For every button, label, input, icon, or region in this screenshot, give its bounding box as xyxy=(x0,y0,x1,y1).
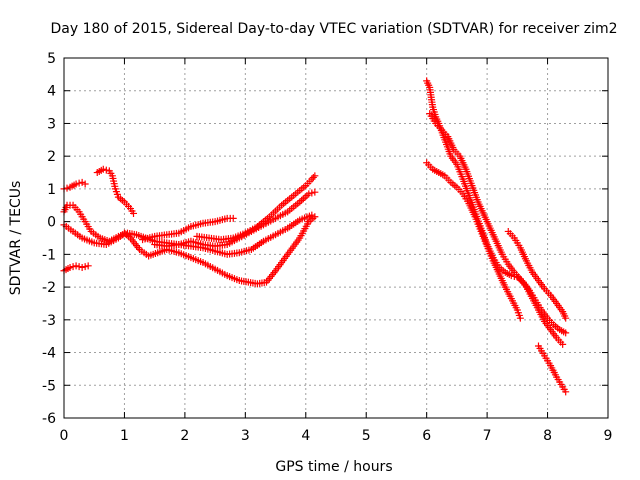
series-track-e xyxy=(139,214,237,244)
y-tick-label: 2 xyxy=(47,149,56,165)
series-track-f xyxy=(151,188,319,250)
x-axis-ticks: 0 1 2 3 4 5 6 7 8 9 xyxy=(60,58,613,444)
grid xyxy=(64,58,608,418)
data-point xyxy=(130,209,138,217)
y-tick-label: 5 xyxy=(47,51,56,67)
y-tick-label: 0 xyxy=(47,215,56,231)
y-tick-label: -3 xyxy=(42,313,56,329)
data-point xyxy=(75,263,83,271)
y-tick-label: -1 xyxy=(42,247,56,263)
data-point xyxy=(308,175,316,183)
series-track-m xyxy=(534,342,570,396)
data-point xyxy=(559,340,567,348)
data-point xyxy=(311,172,319,180)
series-track-h xyxy=(60,262,92,275)
data-point xyxy=(562,329,570,337)
data-point xyxy=(72,262,80,270)
x-tick-label: 4 xyxy=(301,428,310,444)
x-tick-label: 3 xyxy=(241,428,250,444)
data-point xyxy=(72,180,80,188)
y-axis-label: SDTVAR / TECUs xyxy=(8,181,24,296)
data-point xyxy=(562,314,570,322)
data-point xyxy=(66,263,74,271)
data-point xyxy=(75,179,83,187)
y-tick-label: -2 xyxy=(42,280,56,296)
data-point xyxy=(78,178,86,186)
data-points xyxy=(60,77,570,396)
y-tick-label: -4 xyxy=(42,346,56,362)
y-tick-label: 1 xyxy=(47,182,56,198)
x-axis-label: GPS time / hours xyxy=(275,459,392,475)
y-tick-label: 3 xyxy=(47,116,56,132)
data-point xyxy=(305,190,313,198)
x-tick-label: 0 xyxy=(60,428,69,444)
data-point xyxy=(507,272,515,280)
data-point xyxy=(81,180,89,188)
series-track-b xyxy=(93,165,138,217)
data-point xyxy=(308,189,316,197)
x-tick-label: 7 xyxy=(483,428,492,444)
x-tick-label: 6 xyxy=(422,428,431,444)
y-tick-label: 4 xyxy=(47,84,56,100)
data-point xyxy=(562,388,570,396)
data-point xyxy=(81,263,89,271)
x-tick-label: 2 xyxy=(180,428,189,444)
chart-title: Day 180 of 2015, Sidereal Day-to-day VTE… xyxy=(51,21,618,37)
data-point xyxy=(311,188,319,196)
y-axis-ticks: -6 -5 -4 -3 -2 -1 0 1 2 3 4 5 xyxy=(42,51,608,427)
data-point xyxy=(102,166,110,174)
data-point xyxy=(229,214,237,222)
x-tick-label: 8 xyxy=(543,428,552,444)
series-track-l xyxy=(504,227,570,322)
series-track-k xyxy=(423,159,524,322)
x-tick-label: 1 xyxy=(120,428,129,444)
data-point xyxy=(78,263,86,271)
y-tick-label: -6 xyxy=(42,411,56,427)
data-point xyxy=(99,165,107,173)
x-tick-label: 9 xyxy=(604,428,613,444)
series-track-g xyxy=(193,172,319,244)
data-point xyxy=(311,213,319,221)
data-point xyxy=(516,314,524,322)
x-tick-label: 5 xyxy=(362,428,371,444)
series-track-j xyxy=(426,110,567,348)
data-point xyxy=(69,263,77,271)
data-point xyxy=(308,211,316,219)
data-point xyxy=(63,184,71,192)
plot-frame xyxy=(63,57,609,419)
y-tick-label: -5 xyxy=(42,378,56,394)
data-point xyxy=(84,262,92,270)
data-point xyxy=(309,173,317,181)
